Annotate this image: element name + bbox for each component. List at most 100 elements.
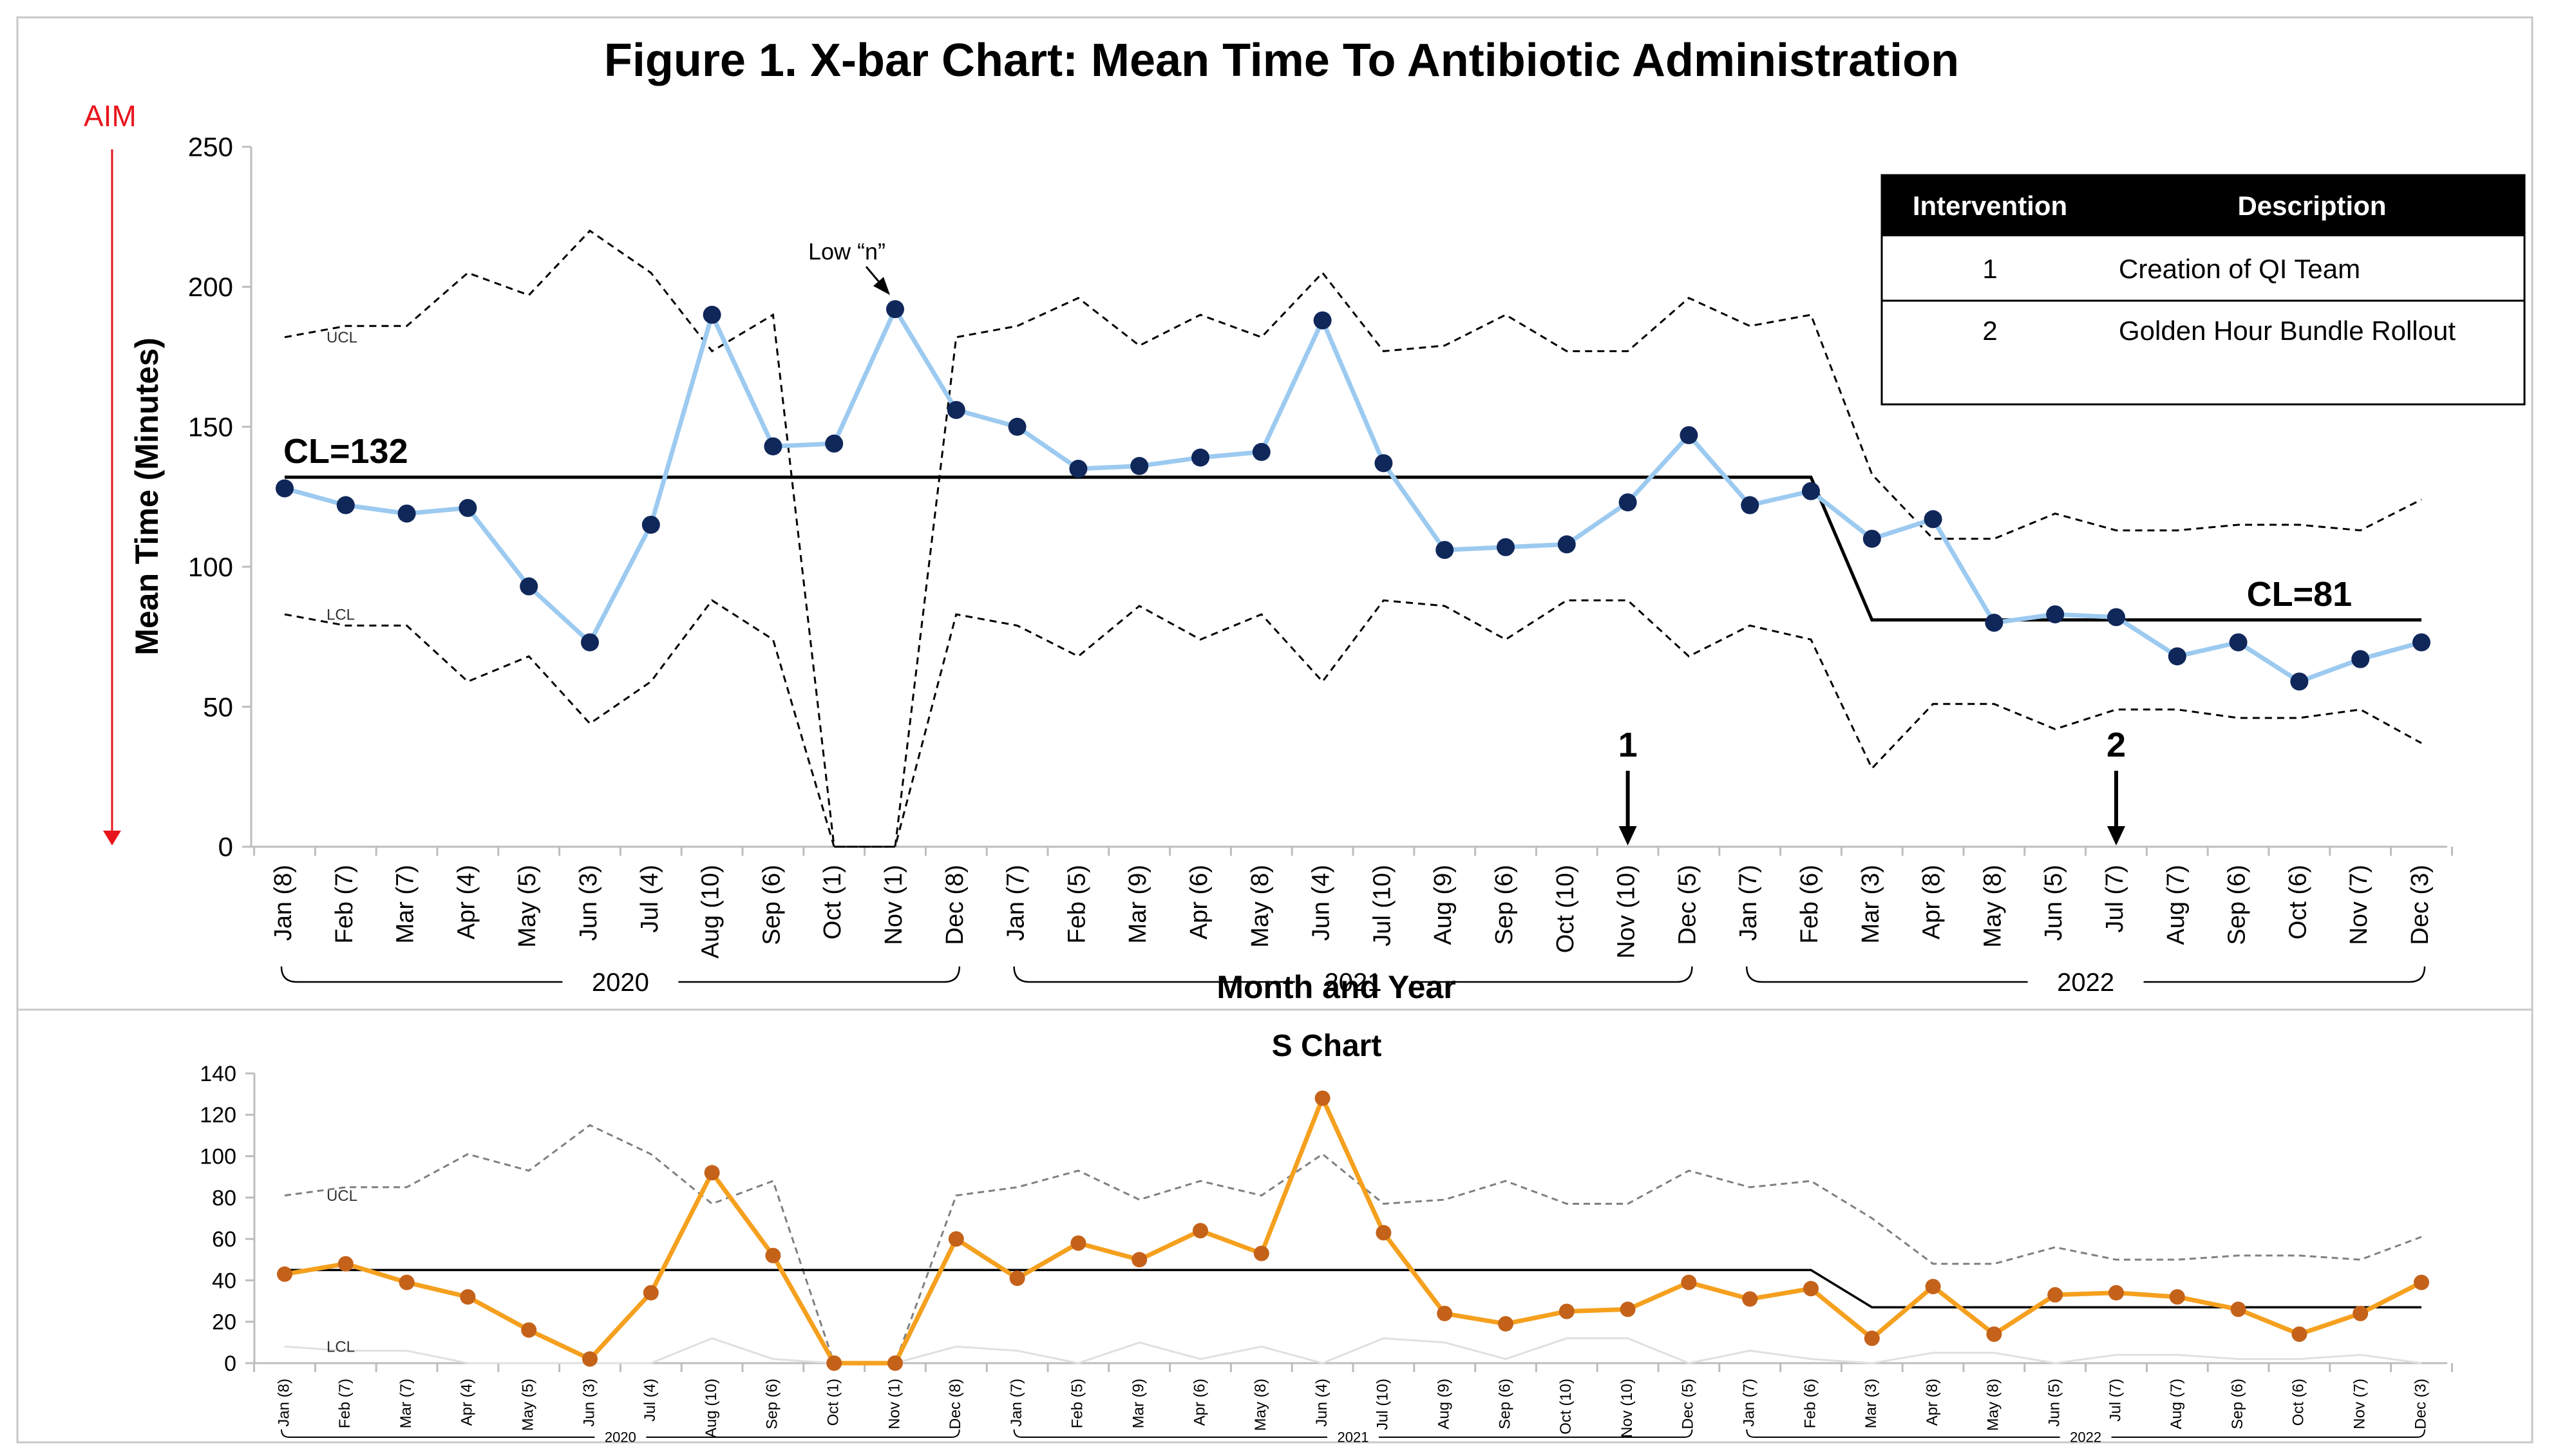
s-data-point — [2108, 1285, 2124, 1301]
xbar-x-tick-label: Nov (1) — [880, 865, 907, 945]
s-x-tick-label: May (8) — [1252, 1379, 1269, 1431]
xbar-data-point — [1252, 442, 1271, 461]
xbar-x-tick-label: Mar (9) — [1124, 865, 1151, 943]
xbar-data-point — [2290, 672, 2309, 691]
s-y-tick-label: 140 — [200, 1062, 236, 1086]
xbar-x-tick-label: Feb (5) — [1063, 865, 1090, 943]
xbar-x-tick-label: May (8) — [1247, 865, 1274, 948]
xbar-series-line — [284, 306, 2422, 684]
s-y-tick-label: 80 — [212, 1186, 236, 1211]
s-data-point — [2047, 1287, 2063, 1303]
xbar-x-tick-label: Oct (6) — [2284, 865, 2311, 939]
xbar-x-tick-label: Jan (7) — [1003, 865, 1030, 941]
center-line-label-2: CL=81 — [2247, 575, 2353, 614]
s-data-point — [2230, 1301, 2246, 1317]
s-data-point — [1498, 1315, 1513, 1332]
s-data-point — [1864, 1330, 1880, 1346]
xbar-center-line — [285, 475, 2421, 622]
table-header-background — [1882, 175, 2524, 236]
xbar-data-point — [336, 496, 355, 514]
s-ucl-line — [284, 1124, 2422, 1364]
s-data-point — [1376, 1225, 1392, 1241]
intervention-1-label: 1 — [1618, 726, 1638, 764]
xbar-x-tick-label: Dec (5) — [1674, 865, 1701, 945]
s-ucl-label: UCL — [327, 1187, 357, 1205]
xbar-data-point — [1313, 311, 1332, 330]
s-x-tick-label: Feb (5) — [1069, 1379, 1086, 1428]
s-chart: 0 20 40 60 80 100 120 140 Jan (8) Feb (7) Mar (7) A… — [200, 1029, 2453, 1446]
xbar-year-label: 2021 — [1325, 968, 1382, 997]
xbar-x-tick-label: Aug (10) — [697, 865, 724, 959]
s-y-tick-label: 40 — [212, 1268, 236, 1293]
s-x-tick-label: Nov (7) — [2351, 1379, 2369, 1429]
s-data-point — [582, 1351, 598, 1367]
xbar-lcl-line — [284, 599, 2422, 848]
xbar-x-tick-label: Apr (6) — [1186, 865, 1213, 939]
s-x-tick-label: Oct (1) — [825, 1379, 842, 1426]
intervention-1-arrow-head — [1618, 826, 1637, 845]
xbar-x-tick-label: Feb (7) — [331, 865, 358, 943]
xbar-data-point — [1985, 614, 2003, 632]
s-data-point — [399, 1274, 415, 1290]
xbar-year-bracket — [1013, 966, 1693, 983]
xbar-year-label: 2020 — [592, 968, 649, 997]
xbar-data-point — [2412, 633, 2430, 652]
xbar-data-point — [886, 300, 904, 319]
xbar-data-point — [2351, 650, 2370, 668]
s-x-tick-label: Mar (9) — [1130, 1379, 1148, 1428]
xbar-x-tick-label: Feb (6) — [1796, 865, 1823, 943]
xbar-data-point — [2107, 608, 2125, 627]
xbar-data-point — [1497, 538, 1515, 556]
xbar-data-point — [1374, 454, 1393, 473]
xbar-y-tick-label: 0 — [218, 832, 233, 862]
center-line-label-1: CL=132 — [283, 432, 408, 471]
s-lcl-line — [284, 1337, 2422, 1364]
s-data-point — [2414, 1274, 2429, 1290]
s-x-tick-label: Jun (3) — [580, 1379, 598, 1427]
s-data-point — [1558, 1303, 1575, 1319]
xbar-data-point — [1557, 535, 1576, 554]
xbar-x-tick-label: Aug (9) — [1430, 865, 1457, 945]
s-data-point — [2291, 1326, 2307, 1342]
s-data-point — [1742, 1291, 1758, 1307]
xbar-data-point — [1680, 426, 1698, 444]
xbar-x-tick-label: Oct (1) — [819, 865, 846, 939]
s-data-point — [1314, 1090, 1331, 1106]
s-data-point — [948, 1231, 964, 1247]
s-y-tick-label: 120 — [200, 1103, 236, 1127]
s-y-tick-label: 20 — [212, 1310, 236, 1335]
xbar-lcl-label: LCL — [327, 607, 355, 624]
s-data-point — [643, 1285, 659, 1301]
s-data-point — [1681, 1274, 1697, 1290]
s-x-tick-label: Mar (7) — [397, 1379, 415, 1428]
s-series-line — [284, 1096, 2423, 1366]
s-data-point — [1070, 1235, 1086, 1251]
xbar-x-tick-label: Jan (7) — [1735, 865, 1762, 941]
xbar-data-point — [703, 305, 721, 324]
s-x-tick-label: Dec (3) — [2412, 1379, 2429, 1429]
s-data-point — [460, 1289, 476, 1305]
xbar-y-tick-label: 250 — [188, 132, 233, 162]
s-x-tick-label: Oct (6) — [2290, 1379, 2307, 1426]
s-x-tick-label: Jul (7) — [2107, 1379, 2124, 1422]
xbar-data-point — [1069, 460, 1088, 478]
intervention-2-label: 2 — [2107, 726, 2126, 764]
s-x-tick-label: Jan (8) — [275, 1379, 292, 1427]
xbar-year-label: 2022 — [2057, 968, 2114, 997]
xbar-x-tick-label: Oct (10) — [1552, 865, 1579, 953]
s-data-point — [887, 1355, 903, 1371]
low-n-annotation: Low “n” — [808, 238, 886, 265]
intervention-2-arrow-head — [2107, 826, 2125, 845]
xbar-data-point — [2229, 633, 2248, 652]
table-row-1-number: 1 — [1982, 254, 1997, 284]
aim-label: AIM — [84, 99, 137, 133]
xbar-x-tick-label: Dec (8) — [942, 865, 969, 945]
s-x-tick-label: Mar (3) — [1862, 1379, 1880, 1428]
xbar-data-point — [947, 401, 965, 419]
xbar-data-point — [2046, 605, 2065, 624]
s-x-tick-label: Sep (6) — [764, 1379, 781, 1429]
xbar-y-axis-title: Mean Time (Minutes) — [129, 337, 165, 655]
s-x-tick-label: Jun (5) — [2046, 1379, 2063, 1427]
aim-arrow-head — [103, 831, 121, 845]
